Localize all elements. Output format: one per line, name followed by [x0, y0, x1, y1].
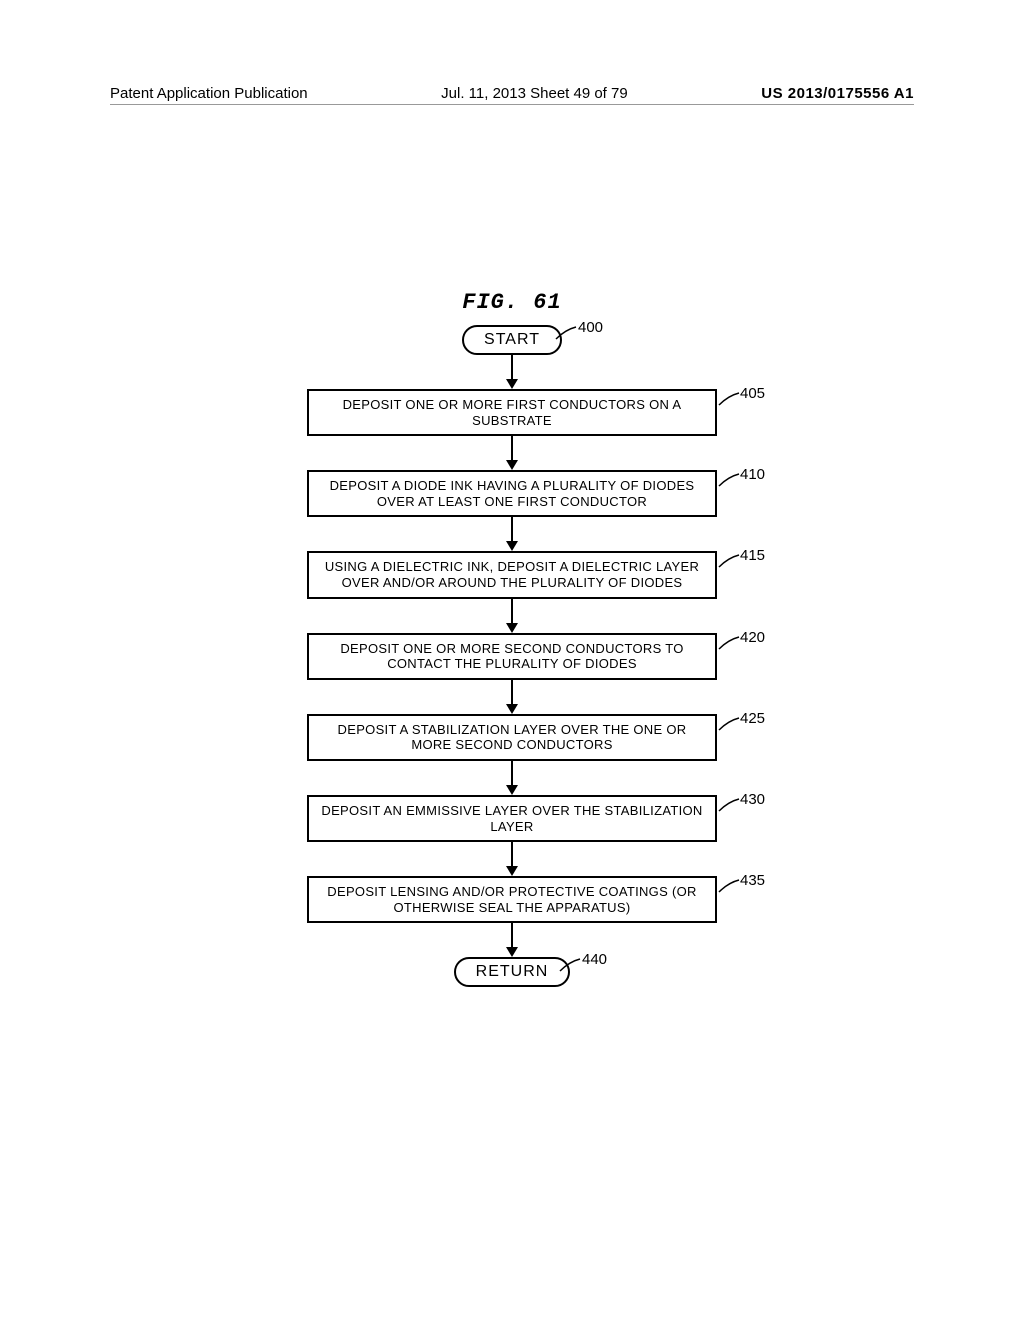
step-box: DEPOSIT A STABILIZATION LAYER OVER THE O… — [307, 714, 717, 761]
ref-label: 410 — [740, 466, 765, 483]
step-box: DEPOSIT AN EMMISSIVE LAYER OVER THE STAB… — [307, 795, 717, 842]
leader-icon — [719, 474, 739, 488]
flow-node: DEPOSIT ONE OR MORE SECOND CONDUCTORS TO… — [0, 633, 1024, 680]
header-left: Patent Application Publication — [110, 85, 308, 102]
header-right: US 2013/0175556 A1 — [761, 85, 914, 102]
leader-icon — [719, 799, 739, 813]
step-box: DEPOSIT LENSING AND/OR PROTECTIVE COATIN… — [307, 876, 717, 923]
step-box: DEPOSIT ONE OR MORE FIRST CONDUCTORS ON … — [307, 389, 717, 436]
arrow-icon — [506, 599, 518, 633]
header-center: Jul. 11, 2013 Sheet 49 of 79 — [441, 85, 628, 102]
ref-label: 420 — [740, 629, 765, 646]
flow-node: DEPOSIT A DIODE INK HAVING A PLURALITY O… — [0, 470, 1024, 517]
page-header: Patent Application Publication Jul. 11, … — [110, 85, 914, 105]
flow-node: USING A DIELECTRIC INK, DEPOSIT A DIELEC… — [0, 551, 1024, 598]
arrow-icon — [506, 355, 518, 389]
arrow-icon — [506, 517, 518, 551]
terminator-return: RETURN — [454, 957, 571, 987]
flowchart: START 400 DEPOSIT ONE OR MORE FIRST COND… — [0, 325, 1024, 987]
step-box: DEPOSIT A DIODE INK HAVING A PLURALITY O… — [307, 470, 717, 517]
leader-icon — [719, 880, 739, 894]
arrow-icon — [506, 923, 518, 957]
ref-label: 430 — [740, 791, 765, 808]
flow-node-return: RETURN 440 — [0, 957, 1024, 987]
arrow-icon — [506, 761, 518, 795]
leader-icon — [560, 959, 580, 973]
leader-icon — [719, 637, 739, 651]
arrow-icon — [506, 436, 518, 470]
leader-icon — [719, 393, 739, 407]
arrow-icon — [506, 680, 518, 714]
flow-node-start: START 400 — [0, 325, 1024, 355]
step-box: DEPOSIT ONE OR MORE SECOND CONDUCTORS TO… — [307, 633, 717, 680]
figure-area: FIG. 61 START 400 DEPOSIT ONE OR MORE FI… — [0, 290, 1024, 987]
ref-label: 405 — [740, 385, 765, 402]
ref-label: 440 — [582, 951, 607, 968]
terminator-start: START — [462, 325, 562, 355]
arrow-icon — [506, 842, 518, 876]
flow-node: DEPOSIT ONE OR MORE FIRST CONDUCTORS ON … — [0, 389, 1024, 436]
flow-node: DEPOSIT A STABILIZATION LAYER OVER THE O… — [0, 714, 1024, 761]
ref-label: 415 — [740, 547, 765, 564]
flow-node: DEPOSIT LENSING AND/OR PROTECTIVE COATIN… — [0, 876, 1024, 923]
leader-icon — [719, 555, 739, 569]
figure-title: FIG. 61 — [0, 290, 1024, 315]
leader-icon — [556, 327, 576, 341]
ref-label: 400 — [578, 319, 603, 336]
leader-icon — [719, 718, 739, 732]
flow-node: DEPOSIT AN EMMISSIVE LAYER OVER THE STAB… — [0, 795, 1024, 842]
ref-label: 425 — [740, 710, 765, 727]
ref-label: 435 — [740, 872, 765, 889]
step-box: USING A DIELECTRIC INK, DEPOSIT A DIELEC… — [307, 551, 717, 598]
